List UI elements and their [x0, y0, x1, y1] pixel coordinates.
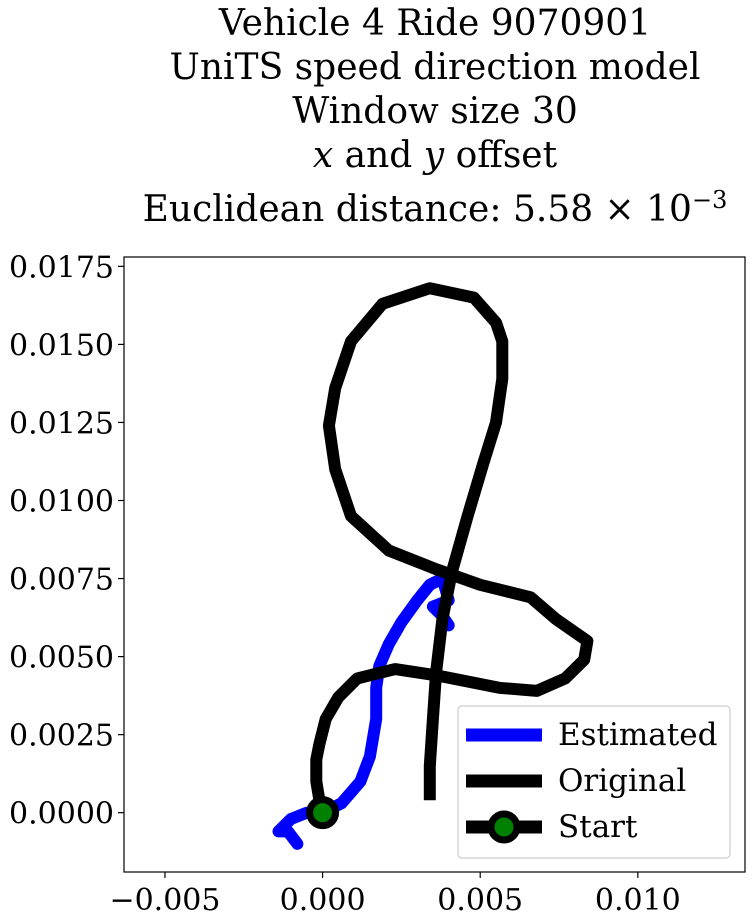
- start-marker: [306, 796, 340, 830]
- title-line-5: Euclidean distance: 5.58 × 10−3: [95, 178, 752, 232]
- title-line-2: UniTS speed direction model: [169, 47, 701, 88]
- title-distance-times: × 10: [593, 189, 692, 230]
- axis-ticks: −0.005 0.000 0.005 0.010 0.0000 0.0025 0.0050 0…: [9, 250, 681, 918]
- y-tick-label: 0.0075: [9, 563, 114, 598]
- x-tick-label: 0.010: [595, 883, 681, 918]
- title-var-x: x: [312, 135, 334, 176]
- legend: Estimated Original Start: [457, 705, 731, 859]
- axes-frame: [123, 256, 746, 873]
- title-offset: offset: [444, 135, 558, 176]
- title-distance-value: 5.58: [512, 189, 594, 230]
- x-tick-label: −0.005: [109, 883, 220, 918]
- chart-title: Vehicle 4 Ride 9070901 UniTS speed direc…: [95, 2, 752, 232]
- x-tick-label: 0.000: [280, 883, 366, 918]
- y-tick-label: 0.0175: [9, 250, 114, 285]
- title-line-3: Window size 30: [292, 91, 578, 132]
- legend-label-estimated: Estimated: [558, 717, 717, 753]
- legend-label-start: Start: [558, 809, 638, 845]
- y-tick-label: 0.0125: [9, 406, 114, 441]
- title-distance-prefix: Euclidean distance:: [142, 189, 513, 230]
- original-line: [310, 282, 594, 815]
- legend-box: [457, 705, 731, 859]
- x-tick-label: 0.005: [437, 883, 523, 918]
- title-var-y: y: [423, 135, 445, 176]
- y-tick-label: 0.0100: [9, 485, 114, 520]
- y-tick-label: 0.0025: [9, 719, 114, 754]
- legend-swatch-start-marker: [487, 810, 521, 844]
- legend-label-original: Original: [558, 763, 686, 799]
- y-tick-label: 0.0000: [9, 797, 114, 832]
- estimated-line: [272, 572, 455, 850]
- title-line-4: x and y offset: [95, 134, 752, 178]
- title-and: and: [333, 135, 424, 176]
- title-line-1: Vehicle 4 Ride 9070901: [218, 3, 652, 44]
- y-tick-label: 0.0150: [9, 328, 114, 363]
- y-tick-label: 0.0050: [9, 641, 114, 676]
- title-distance-exponent: −3: [691, 186, 728, 214]
- plot-area: [272, 282, 594, 850]
